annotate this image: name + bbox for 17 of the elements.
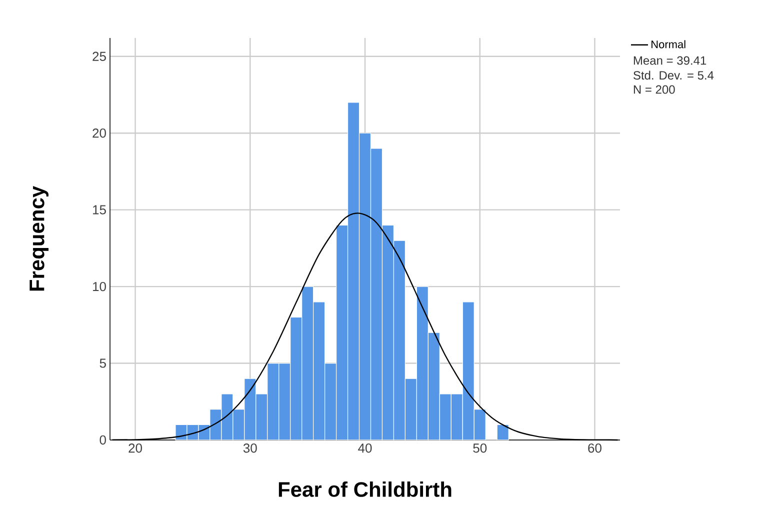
x-tick-label: 40 bbox=[358, 444, 372, 453]
text: Mean = 39.41 bbox=[634, 56, 706, 65]
legend-label: Normal bbox=[652, 40, 686, 48]
y-tick-label: 10 bbox=[93, 282, 106, 292]
x-tick-label: 30 bbox=[243, 444, 257, 453]
y-tick-label: 15 bbox=[93, 205, 106, 214]
x-tick-label: 60 bbox=[588, 444, 602, 453]
text: N = 200 bbox=[634, 85, 675, 94]
x-tick-label: 50 bbox=[473, 444, 487, 453]
text: Std. Dev. = 5.4 bbox=[634, 70, 714, 80]
y-tick-label: 25 bbox=[92, 52, 106, 61]
x-tick-label: 20 bbox=[128, 444, 142, 453]
y-tick-label: 5 bbox=[100, 358, 106, 368]
x-axis-title: Fear of Childbirth bbox=[278, 482, 452, 497]
y-tick-label: 20 bbox=[92, 128, 106, 138]
y-axis-title: Frequency bbox=[30, 186, 48, 291]
y-tick-label: 0 bbox=[100, 435, 106, 445]
